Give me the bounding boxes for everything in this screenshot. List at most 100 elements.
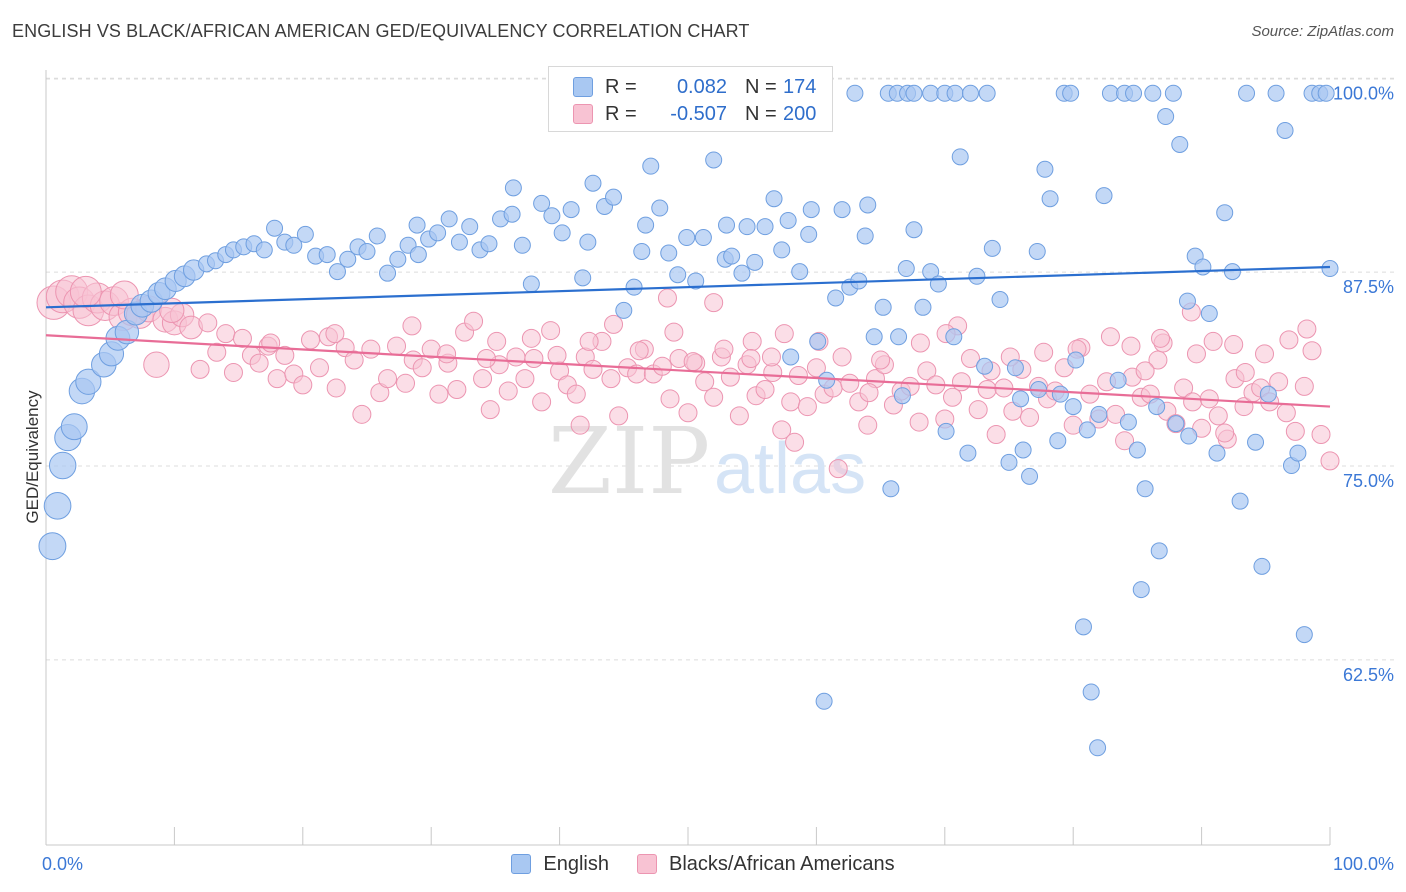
data-point-english xyxy=(779,211,797,229)
bottom-legend-english[interactable]: English xyxy=(511,853,609,876)
data-point-english xyxy=(543,207,561,225)
data-point-black xyxy=(1311,424,1331,444)
data-point-english xyxy=(533,194,551,212)
data-point-black xyxy=(609,406,629,426)
data-point-english xyxy=(1238,84,1256,102)
data-point-english xyxy=(296,225,314,243)
data-point-black xyxy=(828,459,848,479)
data-point-english xyxy=(678,229,696,247)
data-point-black xyxy=(541,321,561,341)
data-point-english xyxy=(922,84,940,102)
data-point-english xyxy=(897,260,915,278)
data-point-english xyxy=(905,84,923,102)
data-point-english xyxy=(1125,84,1143,102)
data-point-english xyxy=(1036,160,1054,178)
data-point-black xyxy=(190,359,210,379)
data-point-black xyxy=(532,392,552,412)
data-point-black xyxy=(806,358,826,378)
data-point-english xyxy=(285,236,303,254)
data-point-black xyxy=(683,352,703,372)
data-point-english xyxy=(865,328,883,346)
legend-row-english: R = 0.082 N = 174 xyxy=(573,74,816,100)
data-point-english xyxy=(959,444,977,462)
data-point-black xyxy=(910,333,930,353)
data-point-english xyxy=(1150,542,1168,560)
data-point-english xyxy=(687,272,705,290)
data-point-english xyxy=(368,227,386,245)
data-point-english xyxy=(1276,121,1294,139)
data-point-black xyxy=(293,375,313,395)
data-point-black xyxy=(951,372,971,392)
data-point-black xyxy=(741,348,761,368)
data-point-english xyxy=(809,332,827,350)
data-point-english xyxy=(633,242,651,260)
data-point-black xyxy=(1186,344,1206,364)
data-point-black xyxy=(601,369,621,389)
data-point-english xyxy=(856,227,874,245)
data-point-black xyxy=(1294,376,1314,396)
data-point-black xyxy=(521,328,541,348)
data-point-english xyxy=(429,224,447,242)
data-point-black xyxy=(960,348,980,368)
data-point-black xyxy=(986,424,1006,444)
data-point-black xyxy=(198,313,218,333)
data-point-english xyxy=(504,179,522,197)
data-point-english xyxy=(1253,557,1271,575)
data-point-black xyxy=(1183,392,1203,412)
data-point-black xyxy=(1020,407,1040,427)
data-point-english xyxy=(669,266,687,284)
data-point-english xyxy=(503,205,521,223)
data-point-english xyxy=(450,233,468,251)
data-point-english xyxy=(833,201,851,219)
data-point-english xyxy=(738,218,756,236)
trend-line-english xyxy=(45,265,1331,309)
data-point-black xyxy=(480,400,500,420)
data-point-english xyxy=(800,225,818,243)
data-point-english xyxy=(1178,292,1196,310)
series-english-points xyxy=(38,84,1339,757)
data-point-black xyxy=(261,333,281,353)
data-point-black xyxy=(664,322,684,342)
data-point-black xyxy=(437,344,457,364)
data-point-english xyxy=(1208,444,1226,462)
data-point-black xyxy=(464,311,484,331)
data-point-black xyxy=(714,339,734,359)
data-point-english xyxy=(318,246,336,264)
data-point-english xyxy=(905,221,923,239)
data-point-black xyxy=(797,397,817,417)
bottom-legend-black[interactable]: Blacks/African Americans xyxy=(636,853,895,876)
data-point-black xyxy=(678,403,698,423)
data-point-black xyxy=(977,380,997,400)
data-point-black xyxy=(943,387,963,407)
data-point-english xyxy=(1064,398,1082,416)
watermark: ZIP atlas xyxy=(548,408,866,515)
data-point-black xyxy=(223,362,243,382)
data-point-black xyxy=(361,339,381,359)
data-point-black xyxy=(871,350,891,370)
legend-r-label: R = xyxy=(605,75,637,98)
data-point-english xyxy=(1090,405,1108,423)
data-point-black xyxy=(402,316,422,336)
data-point-black xyxy=(761,347,781,367)
data-point-english xyxy=(1095,187,1113,205)
y-tick-label: 62.5% xyxy=(1343,665,1394,685)
data-point-english xyxy=(1259,385,1277,403)
data-point-english xyxy=(1012,390,1030,408)
data-point-english xyxy=(946,84,964,102)
data-point-black xyxy=(387,336,407,356)
data-point-english xyxy=(1167,415,1185,433)
data-point-english xyxy=(1171,135,1189,153)
data-point-english xyxy=(802,201,820,219)
data-point-english xyxy=(615,301,633,319)
data-point-english xyxy=(266,219,284,237)
data-point-english xyxy=(882,480,900,498)
data-point-english xyxy=(553,224,571,242)
data-point-black xyxy=(326,378,346,398)
data-point-english xyxy=(1223,263,1241,281)
data-point-black xyxy=(657,288,677,308)
data-point-black xyxy=(232,328,252,348)
data-point-black xyxy=(781,392,801,412)
data-point-black xyxy=(378,369,398,389)
data-point-black xyxy=(785,432,805,452)
data-point-black xyxy=(629,341,649,361)
